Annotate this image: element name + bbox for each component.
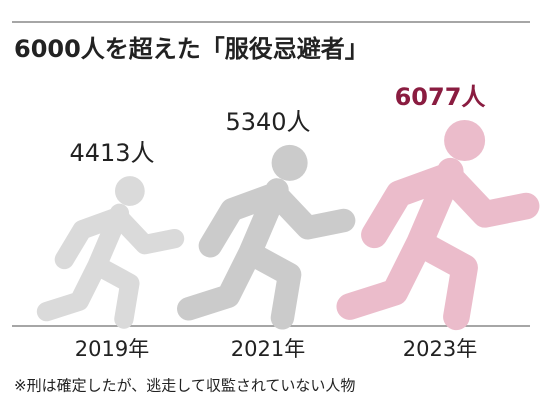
runner-head [271,144,308,181]
value-label: 6077人 [395,83,486,111]
runner-figure [36,176,185,329]
x-tick-label: 2021年 [231,337,305,361]
x-tick-label: 2023年 [403,337,477,361]
runner-body [336,157,540,331]
x-tick-label: 2019年 [75,337,149,361]
value-label: 4413人 [69,139,154,167]
runner-figure [177,144,356,330]
chart-title: 6000人を超えた「服役忌避者」 [14,35,369,63]
value-label: 5340人 [225,108,310,136]
runner-figure [336,120,540,331]
runner-head [114,176,145,206]
runner-head [444,120,486,161]
footnote: ※刑は確定したが、逃走して収監されていない人物 [14,377,355,395]
runner-body [177,178,356,330]
runner-body [36,203,185,329]
